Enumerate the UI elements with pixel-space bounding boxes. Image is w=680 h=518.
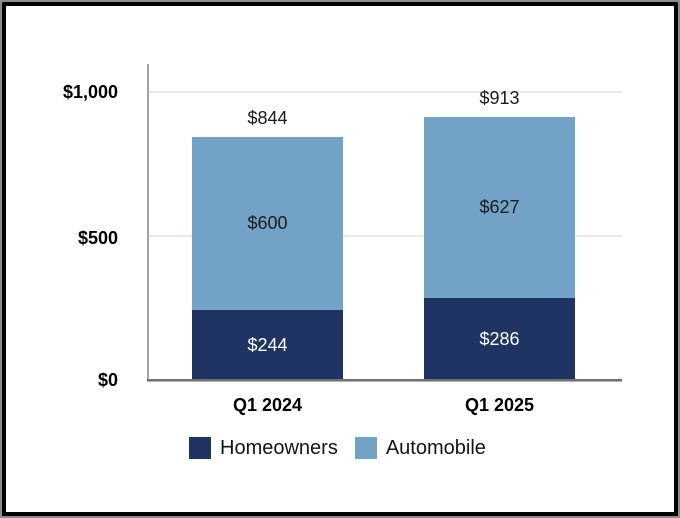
legend-swatch-automobile bbox=[354, 437, 377, 459]
x-category-label-q1-2024: Q1 2024 bbox=[232, 395, 303, 415]
legend-label-homeowners: Homeowners bbox=[220, 437, 338, 459]
total-value-label: $844 bbox=[247, 107, 288, 128]
x-axis-line bbox=[147, 379, 622, 381]
legend-label-automobile: Automobile bbox=[385, 437, 486, 459]
bar-segment-automobile-2: $627 bbox=[424, 117, 575, 298]
y-tick-label-500: $500 bbox=[77, 228, 118, 248]
gridline-1000 bbox=[149, 91, 622, 93]
segment-value-label: $286 bbox=[479, 328, 520, 349]
total-value-label: $913 bbox=[479, 88, 520, 109]
segment-value-label: $600 bbox=[247, 213, 288, 234]
y-tick-label-1000: $1,000 bbox=[62, 82, 118, 102]
gridline-500 bbox=[149, 235, 622, 237]
y-tick-label-0: $0 bbox=[97, 370, 118, 390]
legend-swatch-homeowners bbox=[189, 437, 211, 459]
y-axis-line bbox=[147, 64, 149, 381]
segment-value-label: $627 bbox=[479, 197, 520, 218]
x-category-label-q1-2025: Q1 2025 bbox=[464, 395, 535, 415]
bar-segment-homeowners-1: $244 bbox=[192, 309, 343, 380]
bar-segment-homeowners-2: $286 bbox=[424, 297, 575, 380]
bar-segment-automobile-1: $600 bbox=[192, 136, 343, 310]
segment-value-label: $244 bbox=[247, 334, 288, 355]
legend: Homeowners Automobile bbox=[189, 437, 494, 459]
